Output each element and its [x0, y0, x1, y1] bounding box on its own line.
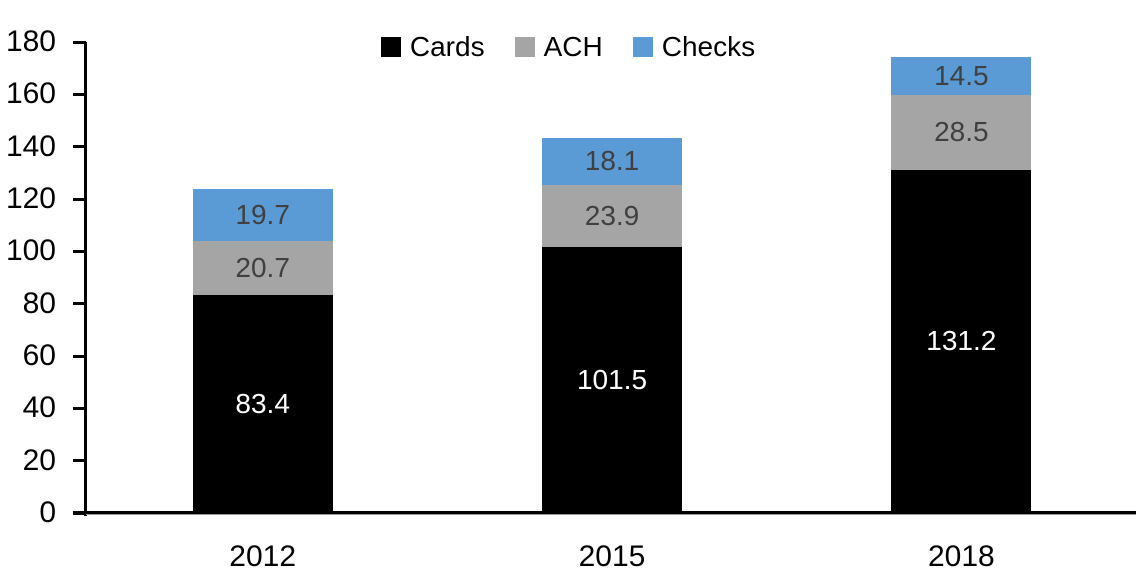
bar-segment-ach-2018	[891, 95, 1032, 170]
bar-segment-checks-2015	[542, 137, 682, 185]
bar-segment-cards-2018	[891, 169, 1032, 513]
y-tick-label: 0	[39, 496, 56, 529]
y-axis-tick	[73, 302, 86, 306]
segment-value-label: 20.7	[235, 251, 290, 283]
y-tick-label: 80	[22, 286, 56, 320]
segment-value-label: 101.5	[576, 364, 648, 396]
segment-value-label: 18.1	[584, 145, 640, 177]
segment-value-label: 28.5	[934, 116, 989, 148]
y-tick-label: 180	[5, 25, 56, 58]
y-axis-tick	[73, 511, 86, 515]
x-tick-label-2015: 2015	[578, 540, 646, 573]
y-axis-line	[84, 42, 87, 516]
y-axis-tick	[73, 354, 86, 358]
legend-label-cards: Cards	[409, 31, 485, 62]
y-tick-label: 160	[5, 77, 56, 111]
y-tick-label: 140	[5, 129, 56, 163]
legend-swatch-ach	[514, 37, 535, 57]
y-axis-tick	[73, 249, 86, 253]
chart-legend: Cards ACH Checks	[0, 33, 1136, 61]
segment-value-label: 23.9	[584, 200, 640, 232]
y-tick-label: 100	[5, 234, 56, 268]
legend-item-cards: Cards	[380, 31, 485, 62]
y-axis-tick	[73, 406, 86, 410]
y-tick-label: 120	[5, 182, 56, 215]
legend-item-checks: Checks	[632, 31, 756, 62]
bar-segment-cards-2015	[542, 247, 682, 513]
legend-swatch-cards	[380, 37, 401, 57]
y-tick-label: 20	[22, 443, 56, 477]
segment-value-label: 14.5	[934, 60, 989, 92]
x-tick-label-2012: 2012	[229, 540, 297, 573]
x-axis-line	[73, 511, 1136, 515]
legend-item-ach: ACH	[514, 31, 603, 62]
segment-value-label: 131.2	[926, 325, 997, 357]
y-axis-tick	[73, 145, 86, 149]
segment-value-label: 19.7	[235, 198, 290, 230]
legend-label-checks: Checks	[661, 31, 756, 62]
legend-swatch-checks	[632, 37, 653, 57]
y-axis-tick	[73, 197, 86, 201]
segment-value-label: 83.4	[235, 387, 290, 419]
bar-segment-cards-2012	[192, 294, 333, 513]
bar-segment-checks-2012	[192, 189, 333, 241]
y-axis-tick	[73, 40, 86, 44]
bar-segment-checks-2018	[891, 57, 1032, 96]
x-tick-label-2018: 2018	[927, 540, 995, 573]
y-axis-tick	[73, 459, 86, 463]
legend-label-ach: ACH	[543, 31, 603, 62]
bar-segment-ach-2015	[542, 184, 682, 248]
y-tick-label: 40	[22, 391, 56, 425]
y-axis-tick	[73, 92, 86, 96]
bar-segment-ach-2012	[192, 240, 333, 295]
y-tick-label: 60	[22, 339, 56, 372]
